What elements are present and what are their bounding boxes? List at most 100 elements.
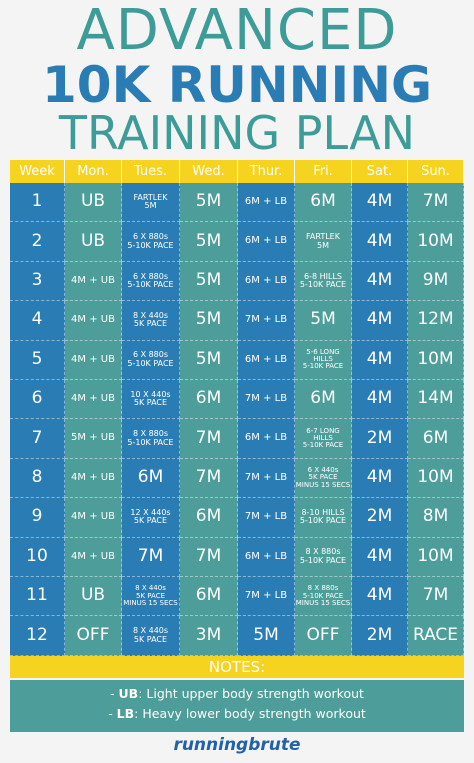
workout-cell: 3M — [180, 616, 238, 656]
workout-cell: 6M + LB — [238, 537, 295, 577]
workout-cell: 4M — [352, 380, 408, 420]
workout-cell: 8 X 440s 5K PACE MINUS 15 SECS — [122, 577, 180, 617]
notes-title: NOTES: — [208, 658, 266, 676]
notes-box — [10, 680, 464, 732]
workout-cell: 8 X 440s 5K PACE — [122, 616, 180, 656]
workout-cell: 4M + UB — [65, 261, 122, 302]
logo: runningbrute — [173, 735, 301, 755]
workout-cell: 12 X 440s 5K PACE — [122, 498, 180, 538]
workout-cell: OFF — [65, 616, 122, 656]
workout-cell: 8 X 880s 5-10K PACE — [122, 419, 180, 459]
workout-cell: 5-6 LONG HILLS 5-10K PACE — [295, 340, 352, 380]
note-text: : Light upper body strength workout — [138, 686, 364, 701]
workout-cell: 6M + LB — [238, 183, 295, 223]
workout-cell: 8 X 440s 5K PACE — [122, 301, 180, 341]
workout-cell: RACE — [408, 616, 464, 656]
workout-cell: 5M — [295, 301, 352, 341]
week-number: 11 — [10, 577, 65, 617]
workout-cell: 10M — [408, 222, 464, 262]
workout-cell: 7M — [180, 419, 238, 459]
workout-cell: 7M — [408, 183, 464, 223]
workout-cell: UB — [65, 222, 122, 262]
workout-cell: 6M — [180, 577, 238, 617]
workout-cell: 4M — [352, 458, 408, 499]
notes-bar — [10, 656, 464, 678]
workout-cell: OFF — [295, 616, 352, 656]
workout-cell: 4M + UB — [65, 301, 122, 341]
workout-cell: FARTLEK 5M — [295, 222, 352, 262]
workout-cell: 2M — [352, 616, 408, 656]
workout-cell: 6M + LB — [238, 340, 295, 380]
week-number: 2 — [10, 222, 65, 262]
note-text: - — [110, 686, 119, 701]
workout-cell: 5M — [180, 222, 238, 262]
column-header: Thur. — [238, 160, 295, 183]
week-number: 7 — [10, 419, 65, 459]
week-number: 3 — [10, 261, 65, 302]
workout-cell: 4M + UB — [65, 380, 122, 420]
workout-cell: 8 X 880s 5-10K PACE — [295, 537, 352, 577]
week-number: 9 — [10, 498, 65, 538]
workout-cell: 7M — [180, 458, 238, 499]
workout-cell: 8-10 HILLS 5-10K PACE — [295, 498, 352, 538]
workout-cell: 7M — [180, 537, 238, 577]
workout-cell: 4M — [352, 537, 408, 577]
workout-cell: 7M + LB — [238, 577, 295, 617]
workout-cell: 12M — [408, 301, 464, 341]
title-line: 10K RUNNING — [41, 56, 432, 114]
week-number: 10 — [10, 537, 65, 577]
workout-cell: 6M — [122, 458, 180, 499]
title-line: TRAINING PLAN — [58, 106, 416, 160]
workout-cell: 14M — [408, 380, 464, 420]
column-header: Week — [10, 160, 65, 183]
workout-cell: 7M + LB — [238, 301, 295, 341]
week-number: 12 — [10, 616, 65, 656]
workout-cell: 4M — [352, 340, 408, 380]
week-number: 4 — [10, 301, 65, 341]
workout-cell: 10M — [408, 537, 464, 577]
workout-cell: 6 X 440s 5K PACE MINUS 15 SECS — [295, 458, 352, 499]
workout-cell: 5M — [180, 261, 238, 302]
week-number: 8 — [10, 458, 65, 499]
workout-cell: 2M — [352, 419, 408, 459]
note-line: - LB: Heavy lower body strength workout — [0, 706, 474, 721]
workout-cell: 6 X 880s 5-10K PACE — [122, 340, 180, 380]
column-header: Sun. — [408, 160, 464, 183]
column-header: Fri. — [295, 160, 352, 183]
workout-cell: 10M — [408, 458, 464, 499]
workout-cell: UB — [65, 183, 122, 223]
workout-cell: 5M — [180, 340, 238, 380]
workout-cell: 2M — [352, 498, 408, 538]
workout-cell: 6M + LB — [238, 261, 295, 302]
workout-cell: 6M — [295, 183, 352, 223]
workout-cell: 10 X 440s 5K PACE — [122, 380, 180, 420]
note-text: : Heavy lower body strength workout — [134, 706, 366, 721]
workout-cell: 4M — [352, 183, 408, 223]
week-number: 6 — [10, 380, 65, 420]
workout-cell: 5M — [180, 301, 238, 341]
workout-cell: 6M — [180, 380, 238, 420]
workout-cell: 4M + UB — [65, 537, 122, 577]
column-header: Wed. — [180, 160, 238, 183]
week-number: 5 — [10, 340, 65, 380]
workout-cell: 4M + UB — [65, 340, 122, 380]
workout-cell: 7M + LB — [238, 458, 295, 499]
column-header: Sat. — [352, 160, 408, 183]
workout-cell: 7M — [122, 537, 180, 577]
note-key: LB — [116, 706, 135, 721]
column-header: Tues. — [122, 160, 180, 183]
workout-cell: 6-8 HILLS 5-10K PACE — [295, 261, 352, 302]
workout-cell: 4M + UB — [65, 458, 122, 499]
workout-cell: 6M — [180, 498, 238, 538]
note-text: - — [108, 706, 117, 721]
workout-cell: 6 X 880s 5-10K PACE — [122, 261, 180, 302]
workout-cell: 4M — [352, 261, 408, 302]
workout-cell: 7M + LB — [238, 380, 295, 420]
workout-cell: 6M + LB — [238, 222, 295, 262]
workout-cell: 4M + UB — [65, 498, 122, 538]
workout-cell: 6M — [295, 380, 352, 420]
workout-cell: UB — [65, 577, 122, 617]
workout-cell: 7M — [408, 577, 464, 617]
workout-cell: 5M — [238, 616, 295, 656]
